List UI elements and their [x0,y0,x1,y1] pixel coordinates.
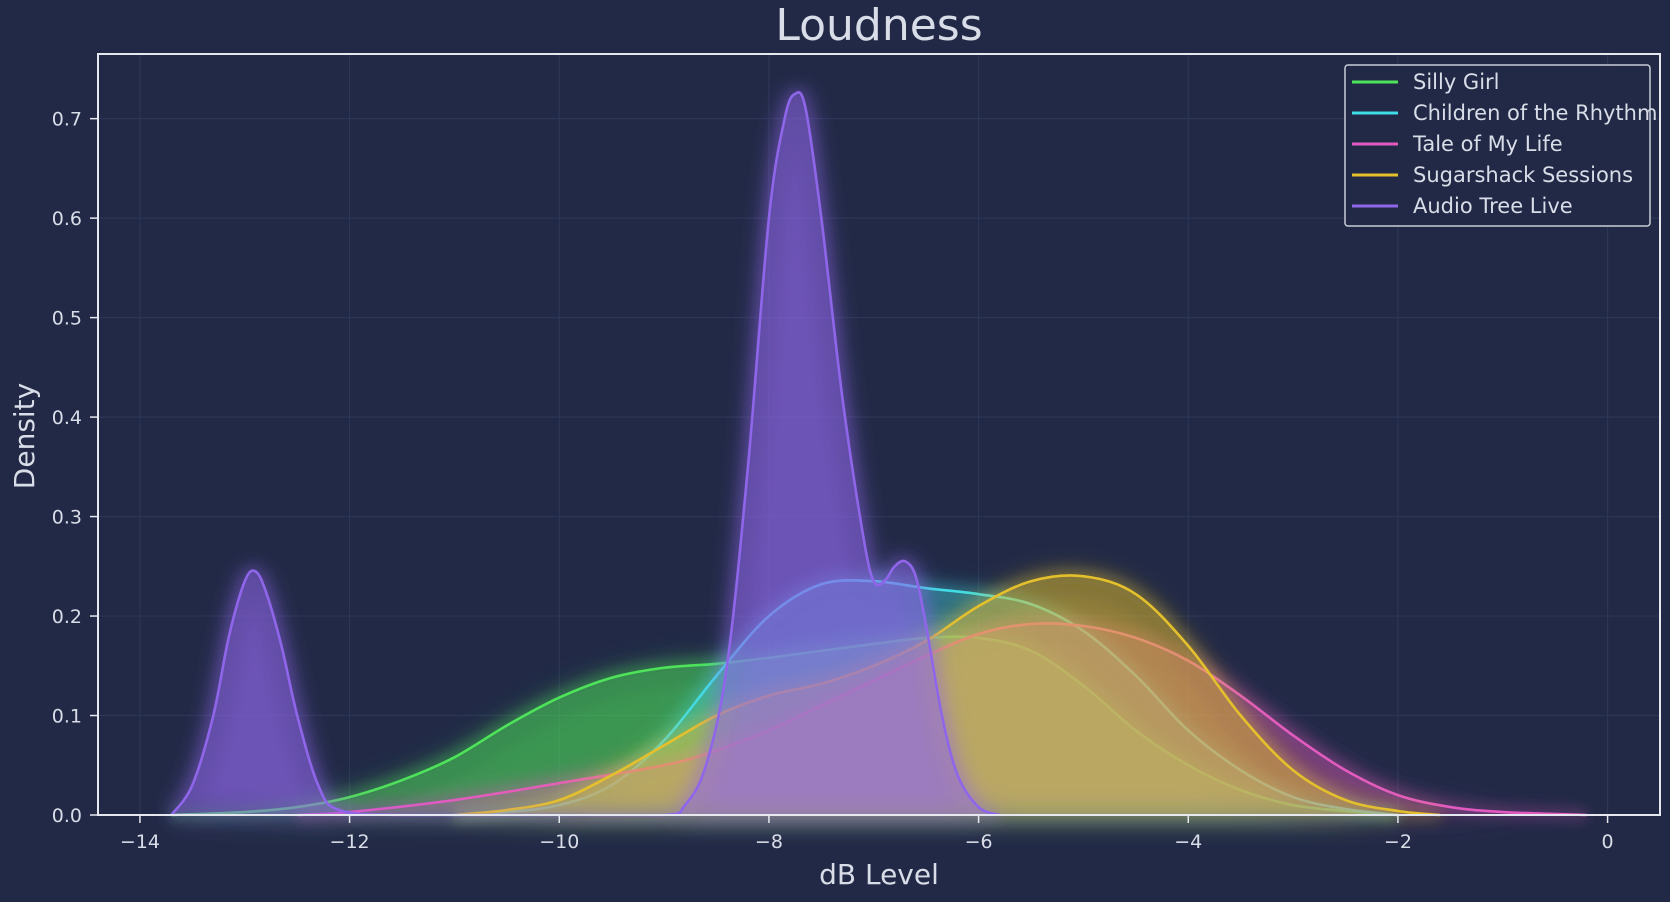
x-tick-label: −4 [1174,831,1202,853]
y-tick-label: 0.2 [52,606,82,628]
legend-item-audio-tree-live: Audio Tree Live [1352,194,1573,218]
legend-item-sugarshack-sessions: Sugarshack Sessions [1352,163,1633,187]
series-area [454,575,1440,815]
legend-label: Children of the Rhythm [1413,101,1657,125]
legend-item-silly-girl: Silly Girl [1352,70,1500,94]
legend-label: Silly Girl [1413,70,1500,94]
legend-label: Audio Tree Live [1413,194,1573,218]
x-tick-label: −14 [120,831,160,853]
legend-label: Sugarshack Sessions [1413,163,1633,187]
chart-title: Loudness [775,0,982,51]
x-tick-label: −10 [539,831,579,853]
series-area [171,92,1000,816]
series-sugarshack-sessions [454,570,1441,820]
series-layer [167,87,1587,820]
x-tick-label: −2 [1384,831,1412,853]
series-area-glow [454,575,1440,815]
plot-frame [97,53,1661,816]
y-tick-label: 0.6 [52,208,82,230]
x-tick-label: −8 [755,831,783,853]
legend: Silly Girl Children of the Rhythm Tale of … [1344,64,1657,227]
series-audio-tree-live [167,87,1002,820]
legend-item-children-of-the-rhythm: Children of the Rhythm [1352,101,1657,125]
y-tick-label: 0.1 [52,706,82,728]
y-tick-label: 0.4 [52,407,82,429]
y-tick-label: 0.5 [52,308,82,330]
series-line [170,91,1001,817]
y-axis-label: Density [8,383,41,489]
x-tick-label: 0 [1602,831,1614,853]
legend-item-tale-of-my-life: Tale of My Life [1352,132,1563,156]
y-tick-label: 0.3 [52,507,82,529]
y-tick-label: 0.0 [52,805,82,827]
series-line [454,574,1440,817]
x-tick-label: −12 [330,831,370,853]
y-tick-label: 0.7 [52,109,82,131]
axes: −14 −12 −10 −8 −6 −4 −2 0 0.0 0.1 0.2 0.3 0.4 0.5 0.6 0… [52,109,1614,853]
series-area-glow [171,92,1000,816]
x-axis-label: dB Level [819,858,939,891]
legend-box [1344,64,1651,227]
x-tick-label: −6 [965,831,993,853]
legend-label: Tale of My Life [1412,132,1563,156]
